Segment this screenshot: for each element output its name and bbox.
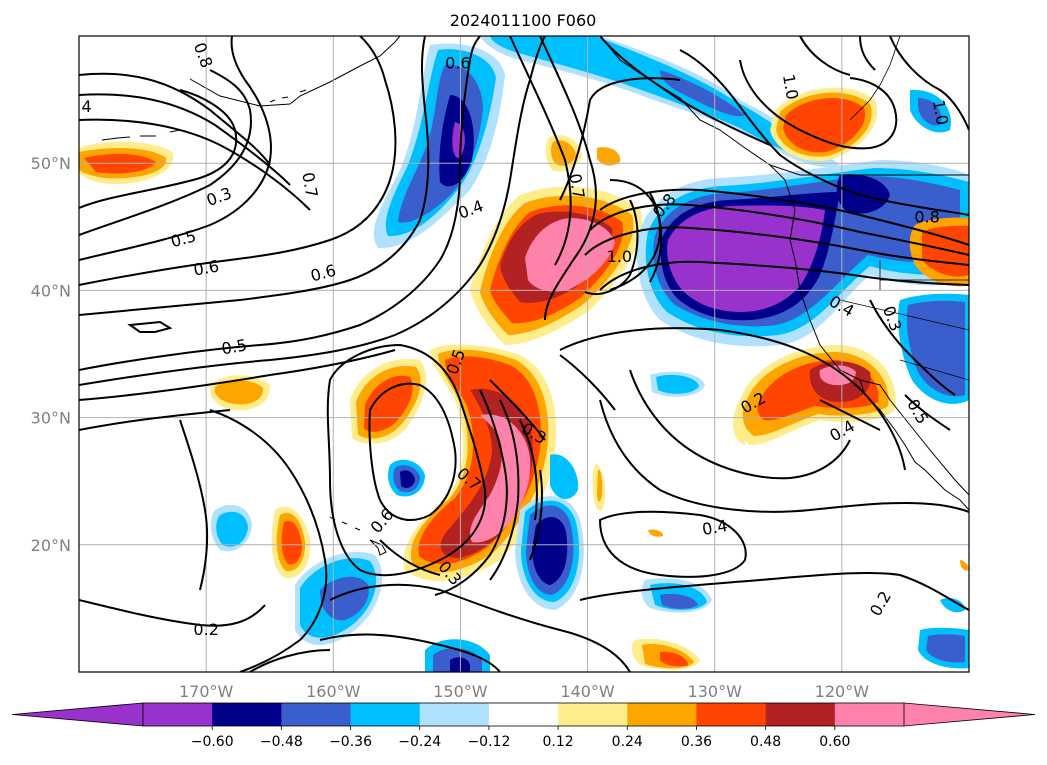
contour-label: 0.8 [914, 208, 939, 227]
svg-text:4: 4 [82, 97, 92, 116]
contour-label: 1.0 [779, 73, 802, 101]
latitude-tick-labels: 50°N 40°N 30°N 20°N [31, 154, 71, 555]
coastline-north-america-west [599, 36, 969, 496]
svg-text:1.0: 1.0 [929, 98, 952, 126]
state-border-4 [849, 36, 901, 121]
contour-label: 0.4 [701, 516, 729, 539]
svg-text:0.8: 0.8 [914, 208, 939, 227]
colorbar-tick-label: −0.48 [260, 734, 303, 750]
colorbar-segment [627, 703, 697, 726]
lat-tick-label: 40°N [31, 281, 71, 300]
colorbar-extend-high [903, 702, 1036, 727]
colorbar-extend-low [11, 702, 144, 727]
colorbar-tick-label: −0.12 [467, 734, 510, 750]
svg-text:0.6: 0.6 [192, 256, 220, 279]
gridlines [79, 36, 969, 672]
lon-tick-label: 120°W [815, 682, 870, 701]
colorbar-tick-label: −0.24 [398, 734, 441, 750]
lon-tick-label: 170°W [179, 682, 234, 701]
lon-tick-label: 130°W [688, 682, 743, 701]
svg-text:0.7: 0.7 [565, 172, 588, 200]
colorbar-tick-label: −0.60 [191, 734, 234, 750]
border-canada-us [769, 164, 969, 176]
svg-text:0.4: 0.4 [701, 516, 729, 539]
contour-line [79, 72, 271, 166]
colorbar-segment [558, 703, 628, 726]
svg-text:1.0: 1.0 [779, 73, 802, 101]
lat-tick-label: 50°N [31, 154, 71, 173]
figure-title: 2024011100 F060 [450, 11, 597, 30]
colorbar-tick-label: −0.36 [329, 734, 372, 750]
colorbar-segment [143, 703, 213, 726]
contour-label: 4 [82, 97, 92, 116]
contour-label: 1.0 [607, 247, 632, 266]
contour-lines [79, 36, 969, 672]
contour-label: 0.2 [193, 620, 218, 639]
lat-tick-label: 20°N [31, 536, 71, 555]
svg-text:0.6: 0.6 [445, 54, 470, 73]
contour-label: 1.0 [929, 98, 952, 126]
colorbar-segment [765, 703, 836, 726]
lon-tick-label: 160°W [306, 682, 361, 701]
colorbar-segment [696, 703, 767, 726]
colorbar-tick-label: 0.48 [750, 734, 781, 750]
colorbar-segment [419, 703, 490, 726]
state-border-3 [899, 359, 969, 381]
contour-label: 0.6 [192, 256, 220, 279]
longitude-tick-labels: 170°W 160°W 150°W 140°W 130°W 120°W [179, 682, 869, 701]
svg-text:0.2: 0.2 [193, 620, 218, 639]
contour-label: 0.7 [298, 171, 321, 199]
contour-label: 0.6 [445, 54, 470, 73]
map-panel: 0.840.70.30.50.6 0.60.50.60.40.70.81.01.0… [79, 36, 969, 672]
svg-text:0.5: 0.5 [220, 335, 248, 358]
contour-label: 0.5 [220, 335, 248, 358]
svg-text:1.0: 1.0 [607, 247, 632, 266]
colorbar-tick-label: 0.24 [612, 734, 643, 750]
svg-text:0.7: 0.7 [298, 171, 321, 199]
colorbar-segment [488, 703, 559, 726]
colorbar-frame [142, 702, 905, 727]
colorbar-tick-label: 0.36 [681, 734, 712, 750]
contour-closed-subtropical [326, 343, 487, 577]
colorbar: −0.60 −0.48 −0.36 −0.24 −0.12 0.12 0.24 0.36 0.4… [11, 702, 1036, 750]
colorbar-tick-label: 0.12 [543, 734, 574, 750]
colorbar-segment [834, 703, 905, 726]
state-border-1 [839, 299, 969, 331]
colorbar-segment [350, 703, 421, 726]
lat-tick-label: 30°N [31, 409, 71, 428]
lon-tick-label: 150°W [433, 682, 488, 701]
colorbar-tick-label: 0.60 [819, 734, 850, 750]
coastline-alaska [189, 36, 401, 107]
colorbar-segment [212, 703, 282, 726]
colorbar-segment [281, 703, 352, 726]
contour-label: 0.7 [565, 172, 588, 200]
lon-tick-label: 140°W [560, 682, 615, 701]
map-frame [78, 35, 970, 673]
